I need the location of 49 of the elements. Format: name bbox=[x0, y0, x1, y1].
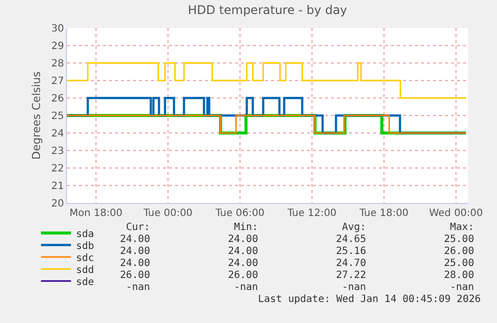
text: 26.00 bbox=[444, 246, 474, 257]
text: 27.22 bbox=[336, 270, 366, 281]
text: Cur: bbox=[126, 222, 150, 233]
text: Min: bbox=[234, 222, 258, 233]
text: 24.00 bbox=[120, 258, 150, 269]
text: 24.70 bbox=[336, 258, 366, 269]
y-tick-label: 27 bbox=[51, 76, 64, 87]
text: 25.00 bbox=[444, 258, 474, 269]
y-tick-label: 29 bbox=[51, 41, 64, 52]
y-tick-label: 24 bbox=[51, 128, 64, 140]
text: 25.16 bbox=[336, 246, 366, 257]
text: Avg: bbox=[342, 222, 366, 233]
x-tick-label: Mon 18:00 bbox=[69, 208, 123, 219]
text: 24.65 bbox=[336, 234, 366, 245]
legend-label: sde bbox=[76, 276, 94, 288]
legend-label: sda bbox=[76, 228, 94, 240]
x-tick-label: Tue 18:00 bbox=[358, 208, 409, 219]
text: Last update: Wed Jan 14 00:45:09 2026 bbox=[258, 294, 481, 305]
y-tick-label: 26 bbox=[51, 94, 64, 104]
x-tick-label: Wed 00:00 bbox=[429, 208, 483, 219]
text: Max: bbox=[450, 222, 474, 233]
text: -nan bbox=[450, 282, 474, 293]
y-tick-label: 23 bbox=[51, 146, 64, 157]
x-tick-label: Tue 12:00 bbox=[286, 208, 337, 219]
y-tick-label: 25 bbox=[51, 111, 64, 122]
text: 25.00 bbox=[444, 234, 474, 245]
y-tick-label: 28 bbox=[51, 58, 64, 70]
y-axis-title: Degrees Celsius bbox=[30, 71, 43, 160]
legend-label: sdc bbox=[76, 252, 94, 264]
y-tick-label: 30 bbox=[51, 24, 64, 34]
y-tick-label: 20 bbox=[51, 198, 64, 210]
text: 24.00 bbox=[120, 246, 150, 257]
text: -nan bbox=[342, 282, 366, 293]
text: -nan bbox=[126, 282, 150, 293]
text: 24.00 bbox=[228, 258, 258, 269]
y-tick-label: 21 bbox=[51, 181, 64, 192]
text: 24.00 bbox=[228, 246, 258, 257]
y-tick-label: 22 bbox=[51, 164, 64, 174]
text: 24.00 bbox=[228, 234, 258, 245]
text: 26.00 bbox=[228, 270, 258, 281]
x-tick-label: Tue 06:00 bbox=[214, 208, 265, 219]
text: 28.00 bbox=[444, 270, 474, 281]
legend-label: sdb bbox=[76, 240, 94, 252]
x-tick-label: Tue 00:00 bbox=[142, 208, 193, 219]
text: 24.00 bbox=[120, 234, 150, 245]
legend-label: sdd bbox=[76, 264, 94, 276]
text: 26.00 bbox=[120, 270, 150, 281]
text: -nan bbox=[234, 282, 258, 293]
chart-title: HDD temperature - by day bbox=[188, 3, 348, 18]
